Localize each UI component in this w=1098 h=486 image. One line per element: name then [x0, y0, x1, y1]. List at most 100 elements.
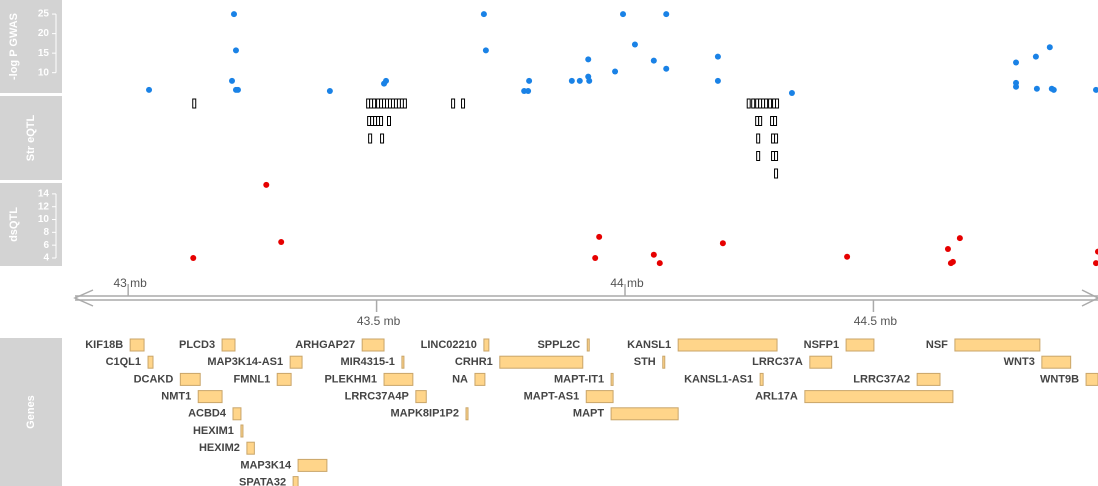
gene-label: MAPT-IT1	[554, 373, 604, 385]
point	[944, 246, 951, 253]
point	[592, 254, 599, 261]
gene-label: MAP3K14-AS1	[207, 356, 283, 368]
gene-box	[916, 372, 941, 386]
gene-box	[179, 372, 201, 386]
eqtl-tick	[380, 133, 385, 144]
gene-label: SPPL2C	[537, 339, 580, 351]
point	[788, 90, 795, 96]
gene-box	[276, 372, 292, 386]
gene-label: LRRC37A2	[853, 373, 910, 385]
point	[1050, 86, 1057, 93]
point	[1013, 59, 1020, 66]
eqtl-tick	[372, 98, 377, 109]
point	[230, 11, 237, 18]
point	[1095, 248, 1098, 255]
point	[1033, 85, 1040, 92]
track-label-box	[0, 183, 62, 266]
axis-arrow	[1081, 289, 1098, 307]
eqtl-tick	[192, 98, 197, 109]
point	[234, 86, 241, 93]
gene-label: C1QL1	[106, 356, 141, 368]
y-tick-label: 15	[38, 48, 50, 59]
track-plot	[192, 98, 780, 179]
gene-label: NSF	[926, 339, 948, 351]
point	[956, 235, 963, 242]
gene-label: NA	[452, 373, 468, 385]
y-tick-label: 25	[38, 9, 50, 20]
gene-box	[610, 372, 614, 386]
point	[263, 181, 270, 188]
eqtl-tick	[387, 116, 392, 126]
gene-box	[383, 372, 414, 386]
gene-box	[129, 338, 145, 352]
eqtl-tick	[379, 116, 384, 126]
gene-label: KIF18B	[85, 339, 123, 351]
gene-box	[954, 338, 1041, 352]
eqtl-tick	[774, 151, 779, 161]
point	[663, 65, 670, 72]
eqtl-tick	[774, 168, 779, 179]
gene-label: CRHR1	[455, 356, 493, 368]
point	[568, 77, 575, 84]
gene-label: LINC02210	[421, 339, 477, 351]
gene-label: LRRC37A	[752, 356, 803, 368]
point	[650, 251, 657, 258]
point	[620, 11, 627, 18]
point	[232, 47, 239, 54]
x-tick-label: 44.5 mb	[854, 314, 898, 328]
gene-box	[221, 338, 236, 352]
y-tick-label: 4	[43, 253, 49, 264]
eqtl-tick	[461, 98, 466, 109]
point	[480, 11, 487, 18]
eqtl-tick	[764, 98, 769, 109]
y-tick-label: 10	[38, 67, 50, 78]
eqtl-tick	[746, 98, 751, 109]
gene-box	[401, 355, 405, 369]
gene-label: KANSL1	[627, 339, 671, 351]
point	[650, 57, 657, 64]
track-title: Genes	[25, 395, 37, 429]
y-tick-label: 12	[38, 201, 50, 212]
y-tick-label: 6	[43, 240, 49, 251]
gene-box	[240, 424, 244, 438]
gene-label: SPATA32	[239, 477, 286, 486]
gene-label: MAPT	[573, 408, 604, 420]
gene-label: HEXIM1	[193, 425, 234, 437]
y-tick-label: 10	[38, 214, 50, 225]
eqtl-tick	[402, 98, 407, 109]
point	[656, 260, 663, 267]
eqtl-tick	[768, 98, 773, 109]
gene-box	[415, 390, 427, 404]
point	[383, 77, 390, 84]
point	[714, 77, 721, 84]
point	[1046, 44, 1053, 51]
point	[326, 88, 333, 95]
point	[719, 240, 726, 247]
eqtl-tick	[368, 133, 373, 144]
gene-box	[809, 355, 833, 369]
eqtl-tick	[751, 98, 756, 109]
gene-box	[232, 407, 242, 421]
y-tick-label: 14	[38, 189, 50, 200]
gene-label: STH	[634, 356, 656, 368]
gene-label: ARL17A	[755, 391, 798, 403]
point	[714, 53, 721, 60]
track-label-box	[0, 0, 62, 93]
point	[482, 47, 489, 54]
x-tick-label: 43.5 mb	[357, 314, 401, 328]
point	[146, 86, 153, 93]
x-tick-label: 43 mb	[113, 276, 147, 290]
gene-label: NSFP1	[804, 339, 839, 351]
gene-box	[289, 355, 303, 369]
gene-box	[610, 407, 679, 421]
gene-box	[297, 458, 328, 472]
gene-label: LRRC37A4P	[345, 391, 409, 403]
gene-box	[474, 372, 486, 386]
point	[596, 233, 603, 240]
point	[663, 11, 670, 18]
x-tick-label: 44 mb	[610, 276, 644, 290]
gene-label: FMNL1	[234, 373, 271, 385]
track-title: Str eQTL	[25, 114, 37, 161]
eqtl-tick	[451, 98, 456, 109]
point	[586, 77, 593, 84]
